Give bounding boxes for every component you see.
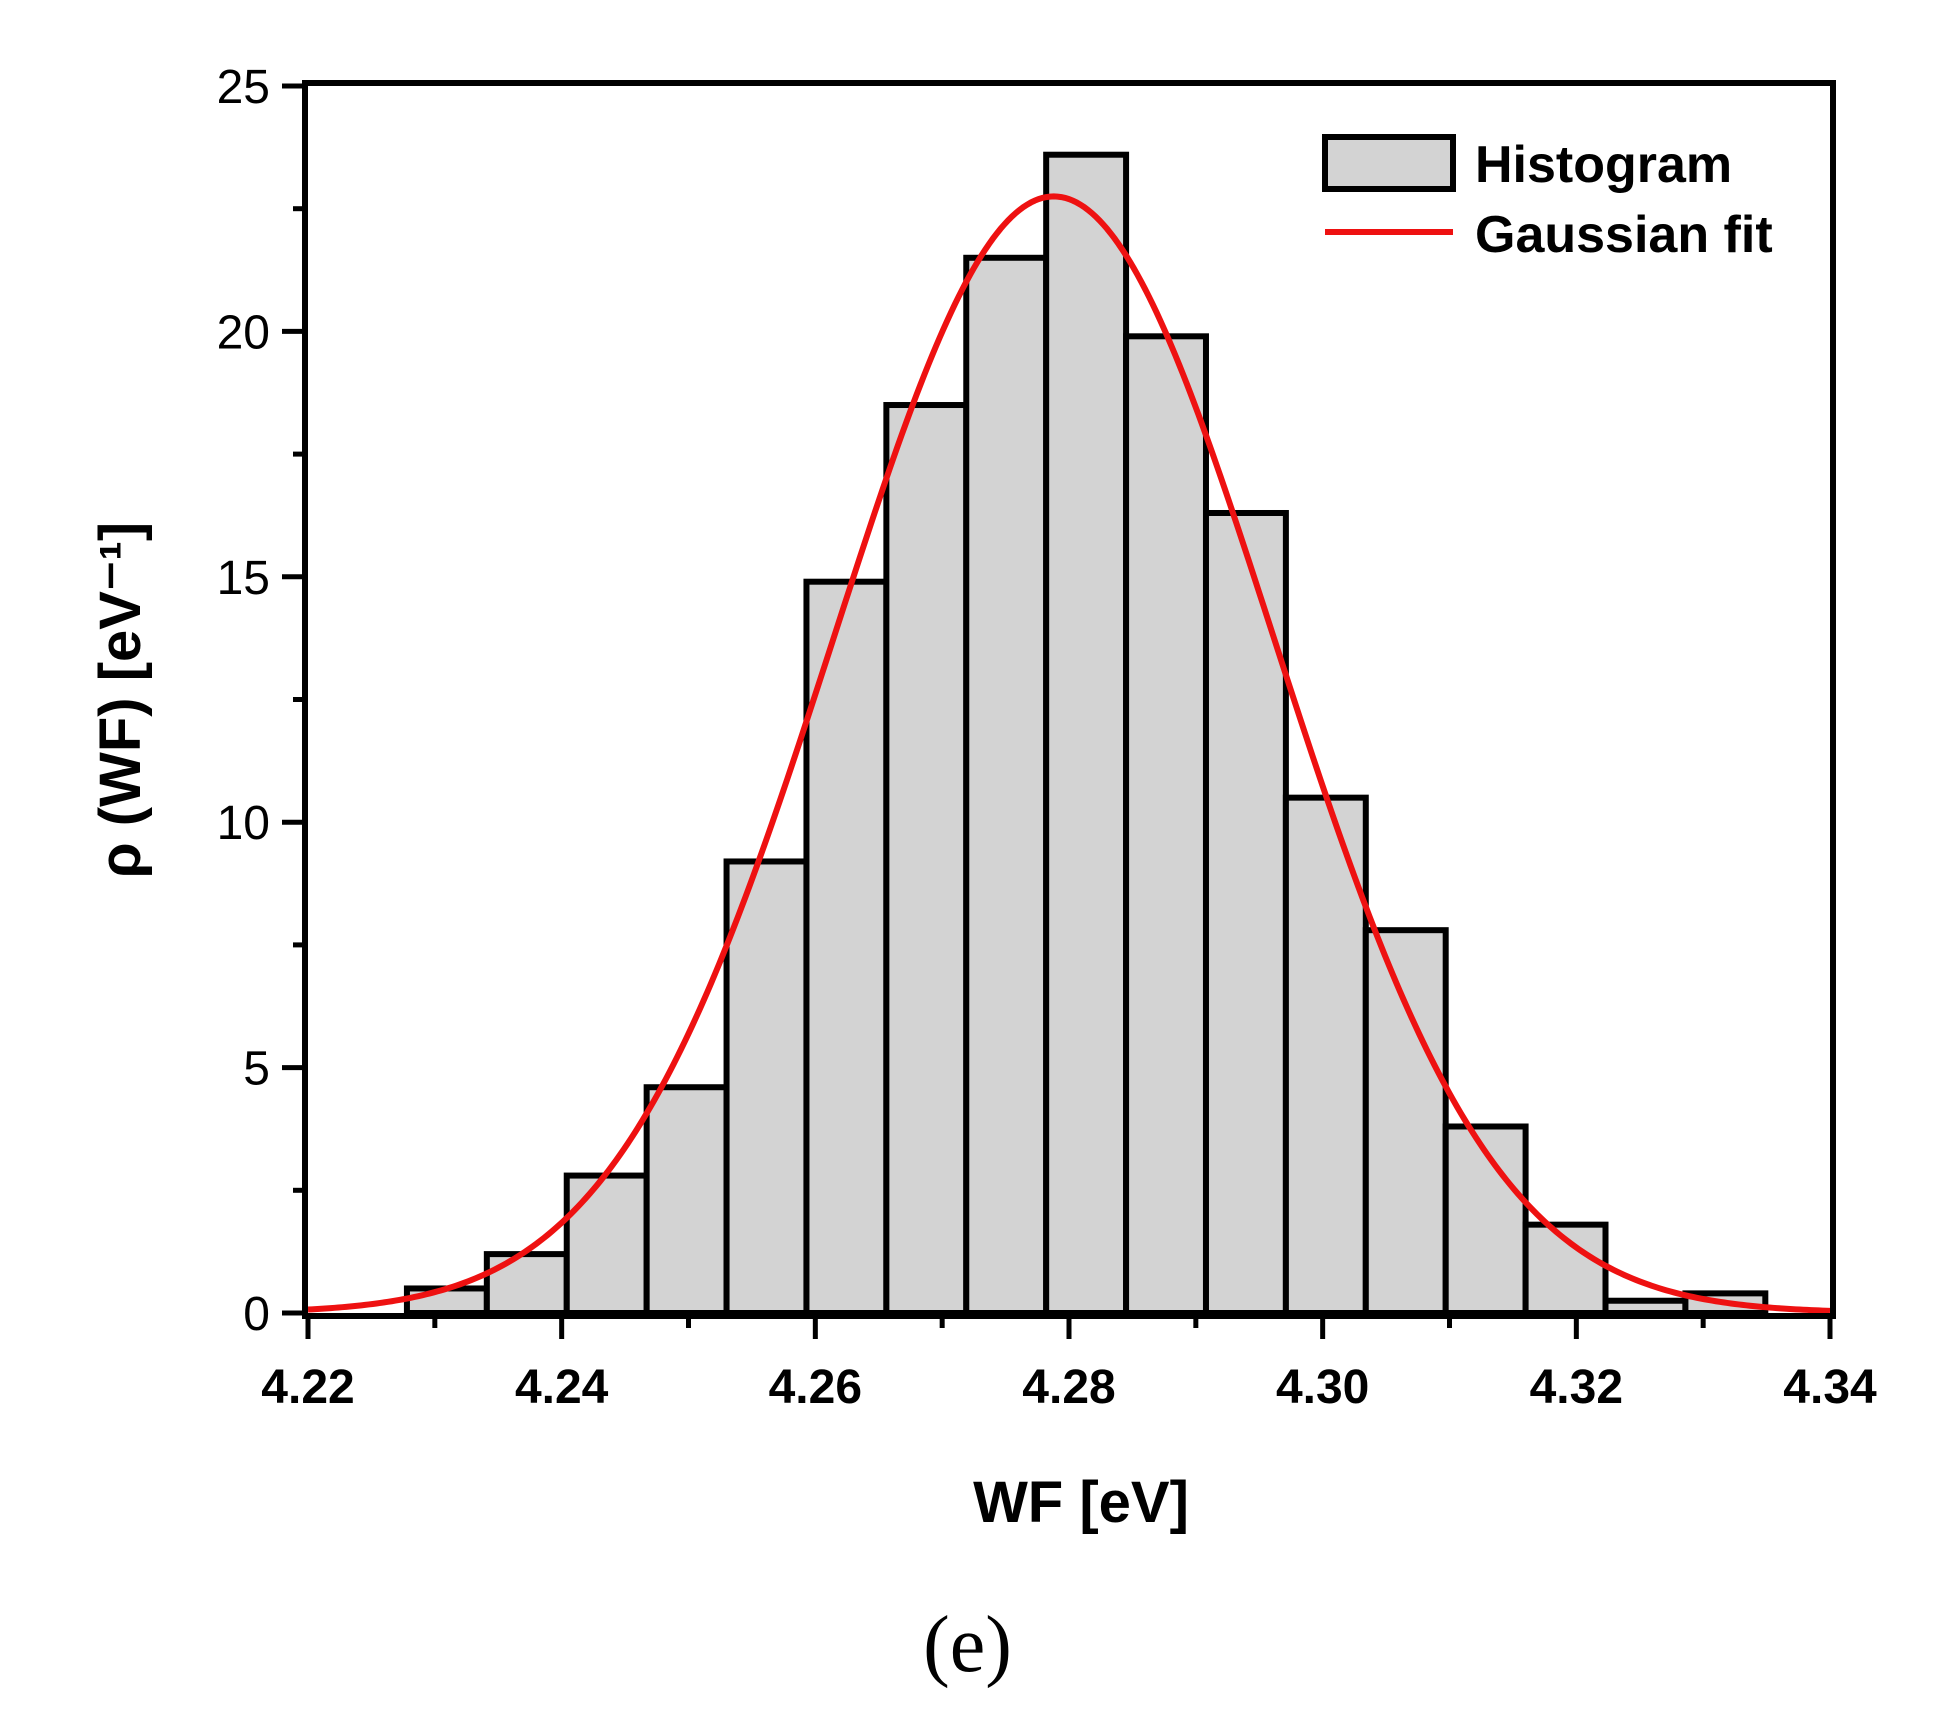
y-tick-label: 20 bbox=[217, 306, 270, 359]
histogram-bars bbox=[403, 151, 1769, 1317]
histogram-bar bbox=[563, 1172, 650, 1317]
legend-histogram-label: Histogram bbox=[1475, 136, 1732, 194]
histogram-bar bbox=[1123, 333, 1209, 1317]
y-tick-label: 0 bbox=[243, 1288, 270, 1341]
y-axis-title: ρ (WF) [eV⁻¹] bbox=[88, 522, 153, 878]
histogram-bar bbox=[643, 1084, 730, 1317]
y-tick-label: 5 bbox=[243, 1043, 270, 1096]
legend-histogram-swatch bbox=[1322, 134, 1456, 192]
x-tick-label: 4.34 bbox=[1783, 1361, 1877, 1414]
histogram-bar bbox=[1442, 1123, 1529, 1316]
histogram-bar bbox=[483, 1251, 570, 1317]
x-tick-label: 4.30 bbox=[1276, 1361, 1369, 1414]
histogram-bar bbox=[723, 858, 810, 1316]
histogram-bar bbox=[1602, 1297, 1689, 1316]
gaussian-fit-line bbox=[307, 193, 1831, 1314]
x-axis-ticks: 4.22 4.24 4.26 4.28 4.30 4.32 4.34 bbox=[261, 1313, 1877, 1414]
histogram-bar bbox=[883, 402, 970, 1316]
legend: Histogram Gaussian fit bbox=[1322, 134, 1773, 264]
x-tick-label: 4.26 bbox=[769, 1361, 862, 1414]
y-axis-ticks: 0 5 10 15 20 25 bbox=[217, 61, 308, 1341]
x-axis-title: WF [eV] bbox=[973, 1470, 1189, 1535]
y-tick-label: 10 bbox=[217, 797, 270, 850]
x-tick-label: 4.28 bbox=[1022, 1361, 1115, 1414]
y-tick-label: 15 bbox=[217, 552, 270, 605]
histogram-bar bbox=[1362, 927, 1449, 1317]
x-tick-label: 4.24 bbox=[515, 1361, 609, 1414]
panel-label: (e) bbox=[923, 1601, 1012, 1689]
x-tick-label: 4.22 bbox=[261, 1361, 354, 1414]
histogram-bar bbox=[403, 1285, 490, 1316]
histogram-bar bbox=[963, 254, 1050, 1316]
histogram-bar bbox=[1043, 151, 1130, 1316]
x-tick-label: 4.32 bbox=[1530, 1361, 1623, 1414]
legend-fit-label: Gaussian fit bbox=[1475, 206, 1773, 264]
y-tick-label: 25 bbox=[217, 61, 270, 114]
